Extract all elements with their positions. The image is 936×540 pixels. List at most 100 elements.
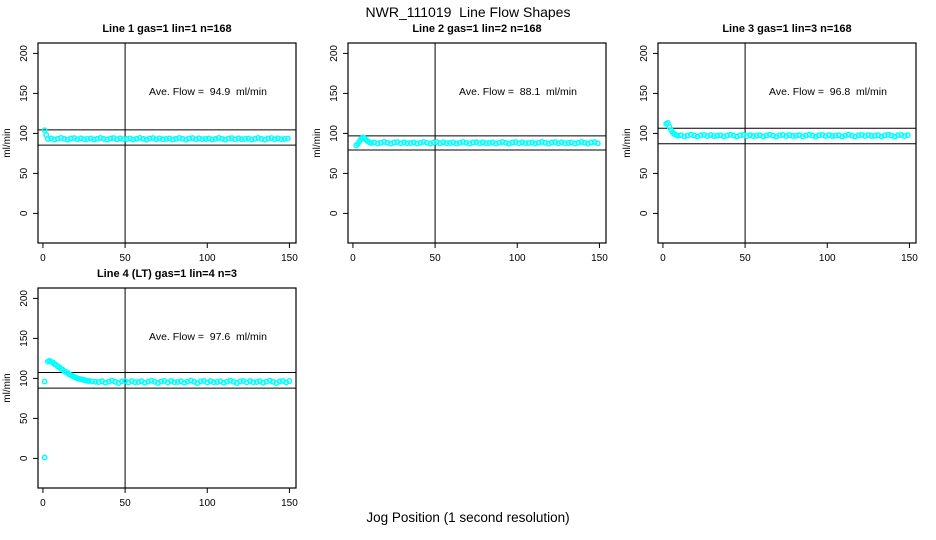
x-tick-label: 150: [281, 253, 298, 264]
data-point: [420, 138, 427, 145]
data-point: [251, 135, 258, 142]
data-point: [855, 132, 862, 139]
data-point: [802, 132, 809, 139]
data-point: [169, 136, 176, 143]
data-point: [391, 139, 397, 146]
data-point: [825, 132, 832, 139]
data-point: [192, 136, 199, 143]
y-tick-label: 200: [19, 290, 30, 307]
data-point: [105, 378, 112, 385]
data-point: [89, 378, 96, 385]
data-point: [519, 139, 526, 146]
data-point: [832, 132, 839, 139]
y-tick-label: 0: [329, 210, 340, 216]
data-point: [232, 136, 239, 143]
data-point: [594, 140, 601, 147]
data-point: [535, 139, 542, 146]
data-point: [532, 140, 539, 147]
x-tick-label: 0: [40, 498, 46, 509]
data-point: [476, 140, 483, 147]
data-point: [92, 378, 99, 385]
data-point: [793, 132, 799, 139]
y-tick-label: 50: [19, 412, 30, 424]
data-point: [565, 140, 572, 146]
data-point: [54, 135, 61, 142]
y-tick-label: 100: [19, 125, 30, 142]
data-point: [51, 136, 58, 143]
plot-svg-line-4: 0 50 100 150 0 50 100 150 200 ml/min: [2, 287, 298, 509]
data-point: [400, 139, 407, 146]
data-point: [888, 132, 895, 139]
data-point: [278, 136, 285, 143]
y-tick-label: 0: [639, 210, 650, 216]
y-tick-label: 150: [639, 85, 650, 102]
data-point: [845, 131, 852, 138]
data-point: [881, 132, 888, 139]
y-tick-label: 50: [639, 167, 650, 179]
x-tick-label: 150: [591, 253, 608, 264]
data-point: [687, 131, 694, 138]
data-point: [542, 139, 549, 146]
data-point: [61, 135, 68, 142]
x-tick-label: 100: [199, 253, 216, 264]
data-point: [90, 136, 97, 143]
data-point: [120, 136, 127, 143]
data-point: [107, 135, 114, 142]
data-point: [724, 132, 730, 139]
data-point: [581, 139, 588, 146]
y-tick-label: 150: [19, 85, 30, 102]
data-point: [674, 132, 681, 139]
plot-svg-line-3: 0 50 100 150 0 50 100 150 200 ml/min: [622, 42, 918, 264]
panel-line-1: 0 50 100 150 0 50 100 150 200 ml/min Line 1 gas=1…: [0, 20, 310, 265]
data-point: [140, 135, 147, 142]
data-point: [159, 136, 166, 143]
data-point: [381, 138, 388, 145]
ave-flow-annotation: Ave. Flow = 88.1 ml/min: [459, 86, 577, 98]
data-point: [710, 133, 717, 139]
data-point: [237, 378, 244, 385]
data-point: [885, 131, 892, 138]
data-point: [799, 133, 806, 140]
data-point: [158, 378, 165, 385]
data-point: [214, 379, 221, 385]
data-point: [423, 139, 430, 146]
data-point: [437, 140, 443, 147]
data-point: [235, 135, 242, 142]
data-point: [225, 135, 232, 142]
y-tick-label: 200: [639, 45, 650, 62]
data-point: [94, 135, 101, 142]
x-tick-label: 100: [819, 253, 836, 264]
y-axis-label: ml/min: [2, 128, 13, 157]
x-tick-label: 50: [740, 253, 752, 264]
data-point: [786, 132, 793, 139]
data-point: [156, 135, 163, 142]
data-point: [509, 139, 516, 146]
data-point: [515, 140, 522, 147]
x-tick-label: 100: [199, 498, 216, 509]
data-point: [199, 136, 206, 143]
data-point: [697, 132, 704, 139]
data-point: [215, 134, 222, 141]
data-point: [430, 139, 437, 146]
data-point: [258, 135, 265, 142]
data-point: [730, 132, 737, 139]
data-point: [707, 132, 714, 139]
ave-flow-annotation: Ave. Flow = 97.6 ml/min: [149, 331, 267, 343]
y-tick-label: 100: [639, 125, 650, 142]
x-tick-label: 150: [281, 498, 298, 509]
data-point: [763, 132, 770, 139]
data-point: [197, 378, 204, 385]
data-point: [136, 134, 143, 141]
data-point: [842, 132, 849, 139]
data-point: [871, 132, 878, 139]
data-point: [571, 140, 578, 147]
panel-title: Line 4 (LT) gas=1 lin=4 n=3: [96, 268, 238, 280]
data-point: [894, 132, 901, 139]
data-point: [171, 379, 178, 386]
y-axis-label: ml/min: [312, 128, 323, 157]
data-point: [196, 135, 202, 142]
x-tick-label: 100: [509, 253, 526, 264]
data-point: [456, 139, 463, 146]
data-point: [862, 133, 869, 140]
data-point: [368, 140, 374, 146]
